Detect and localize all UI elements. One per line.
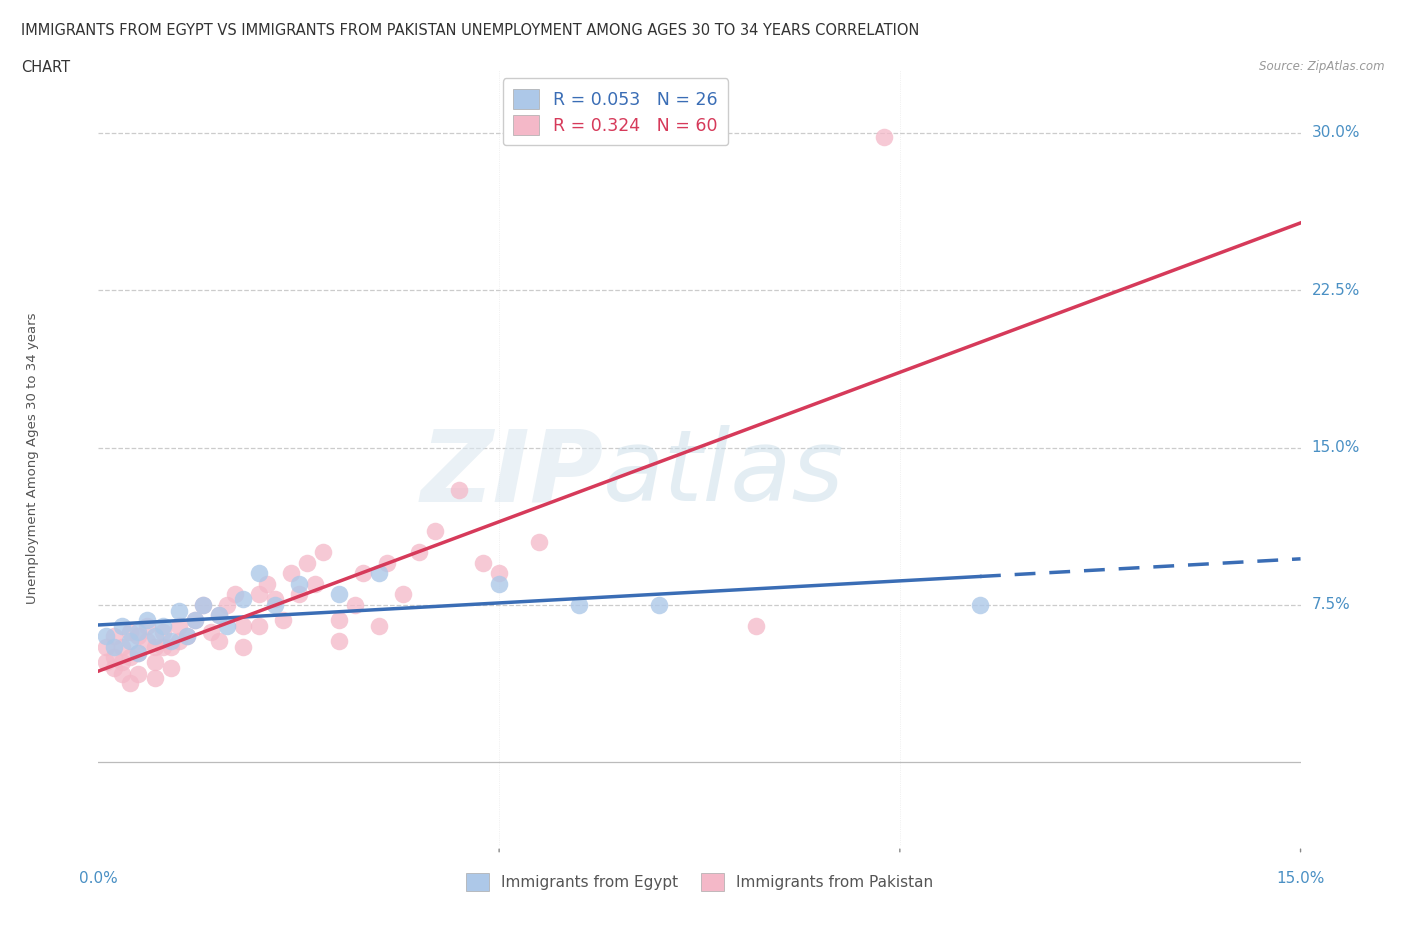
- Point: [288, 577, 311, 591]
- Point: [529, 535, 551, 550]
- Point: [120, 675, 142, 690]
- Point: [288, 587, 311, 602]
- Text: atlas: atlas: [603, 425, 845, 522]
- Point: [152, 640, 174, 655]
- Point: [120, 633, 142, 648]
- Text: 0.0%: 0.0%: [79, 871, 118, 886]
- Text: ZIP: ZIP: [420, 425, 603, 522]
- Point: [103, 629, 125, 644]
- Point: [215, 618, 238, 633]
- Point: [247, 566, 270, 581]
- Point: [96, 629, 118, 644]
- Point: [232, 618, 254, 633]
- Legend: Immigrants from Egypt, Immigrants from Pakistan: Immigrants from Egypt, Immigrants from P…: [460, 867, 939, 897]
- Point: [143, 640, 166, 655]
- Point: [312, 545, 335, 560]
- Point: [167, 633, 190, 648]
- Point: [215, 597, 238, 612]
- Point: [208, 633, 231, 648]
- Point: [328, 633, 350, 648]
- Point: [143, 629, 166, 644]
- Point: [232, 591, 254, 606]
- Point: [368, 618, 391, 633]
- Point: [295, 555, 318, 570]
- Point: [208, 608, 231, 623]
- Point: [128, 625, 150, 640]
- Text: Source: ZipAtlas.com: Source: ZipAtlas.com: [1260, 60, 1385, 73]
- Point: [167, 618, 190, 633]
- Point: [447, 482, 470, 497]
- Point: [176, 629, 198, 644]
- Point: [159, 633, 181, 648]
- Point: [111, 654, 134, 669]
- Point: [128, 645, 150, 660]
- Point: [408, 545, 430, 560]
- Point: [247, 618, 270, 633]
- Point: [159, 660, 181, 675]
- Point: [103, 650, 125, 665]
- Text: Unemployment Among Ages 30 to 34 years: Unemployment Among Ages 30 to 34 years: [25, 312, 39, 604]
- Text: IMMIGRANTS FROM EGYPT VS IMMIGRANTS FROM PAKISTAN UNEMPLOYMENT AMONG AGES 30 TO : IMMIGRANTS FROM EGYPT VS IMMIGRANTS FROM…: [21, 23, 920, 38]
- Point: [120, 625, 142, 640]
- Point: [488, 577, 510, 591]
- Point: [375, 555, 398, 570]
- Point: [744, 618, 766, 633]
- Point: [200, 625, 222, 640]
- Point: [280, 566, 302, 581]
- Point: [328, 612, 350, 627]
- Point: [263, 591, 285, 606]
- Point: [111, 667, 134, 682]
- Point: [263, 597, 285, 612]
- Point: [167, 604, 190, 618]
- Point: [176, 629, 198, 644]
- Point: [304, 577, 326, 591]
- Point: [96, 654, 118, 669]
- Text: 15.0%: 15.0%: [1277, 871, 1324, 886]
- Point: [271, 612, 294, 627]
- Text: 22.5%: 22.5%: [1312, 283, 1360, 298]
- Point: [152, 618, 174, 633]
- Point: [488, 566, 510, 581]
- Point: [191, 597, 214, 612]
- Point: [143, 671, 166, 685]
- Point: [328, 587, 350, 602]
- Text: 7.5%: 7.5%: [1312, 597, 1350, 613]
- Point: [368, 566, 391, 581]
- Point: [969, 597, 991, 612]
- Point: [152, 625, 174, 640]
- Point: [135, 633, 157, 648]
- Point: [128, 629, 150, 644]
- Point: [392, 587, 415, 602]
- Point: [103, 660, 125, 675]
- Point: [159, 640, 181, 655]
- Point: [128, 667, 150, 682]
- Point: [873, 129, 896, 144]
- Point: [224, 587, 246, 602]
- Point: [111, 640, 134, 655]
- Point: [183, 612, 205, 627]
- Point: [352, 566, 374, 581]
- Point: [128, 645, 150, 660]
- Text: 30.0%: 30.0%: [1312, 126, 1360, 140]
- Point: [135, 612, 157, 627]
- Point: [208, 608, 231, 623]
- Point: [135, 618, 157, 633]
- Point: [343, 597, 366, 612]
- Point: [191, 597, 214, 612]
- Point: [568, 597, 591, 612]
- Point: [120, 650, 142, 665]
- Point: [111, 618, 134, 633]
- Point: [423, 524, 446, 538]
- Point: [247, 587, 270, 602]
- Point: [103, 640, 125, 655]
- Text: CHART: CHART: [21, 60, 70, 75]
- Point: [472, 555, 495, 570]
- Point: [96, 640, 118, 655]
- Text: 15.0%: 15.0%: [1312, 440, 1360, 455]
- Point: [143, 654, 166, 669]
- Point: [183, 612, 205, 627]
- Point: [256, 577, 278, 591]
- Point: [648, 597, 671, 612]
- Point: [232, 640, 254, 655]
